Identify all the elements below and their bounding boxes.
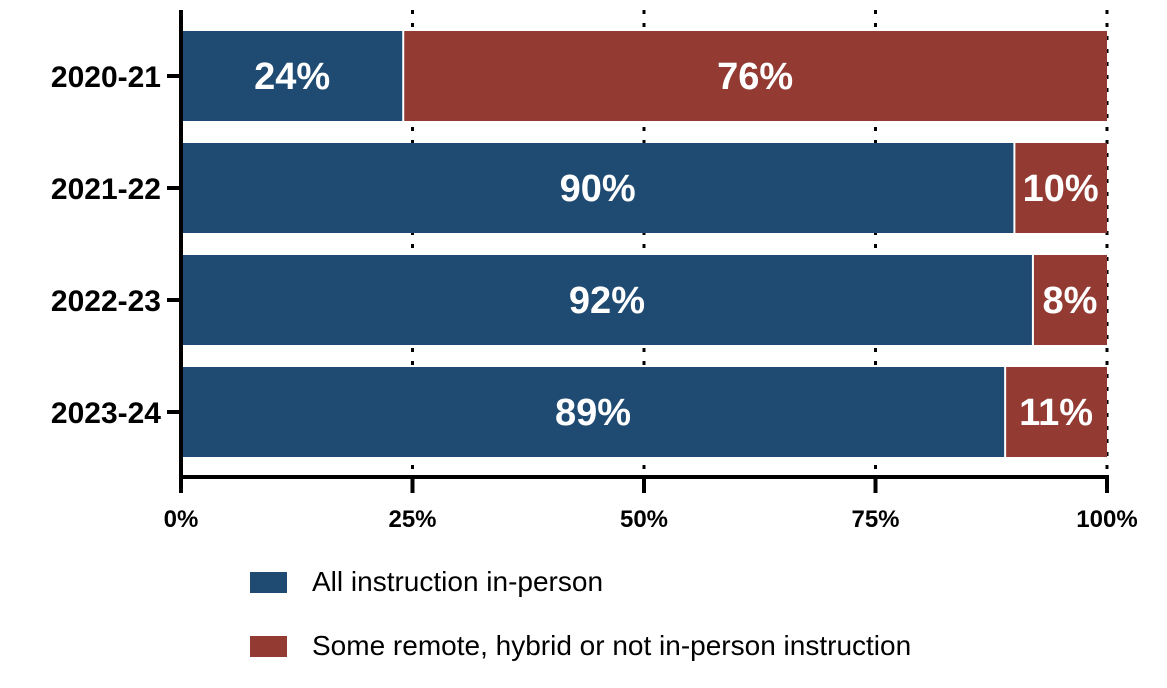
legend-label-remote: Some remote, hybrid or not in-person ins… xyxy=(312,630,912,661)
data-labels: 24% 76% 90% 10% 92% 8% 89% 11% xyxy=(254,56,1099,434)
legend: All instruction in-person Some remote, h… xyxy=(250,560,911,688)
data-label-2022-23-series-0: 92% xyxy=(569,280,645,322)
legend-item-remote: Some remote, hybrid or not in-person ins… xyxy=(250,624,911,668)
stacked-bar-chart: 2020-21 2021-22 2022-23 2023-24 0% 25% 50% 75% 1… xyxy=(51,10,1138,533)
x-tick-label-0: 0% xyxy=(164,506,199,533)
bar-2023-24-series-0 xyxy=(181,367,1006,457)
x-tick-label-50: 50% xyxy=(620,506,668,533)
chart-figure: 2020-21 2021-22 2022-23 2023-24 0% 25% 50% 75% 1… xyxy=(51,10,1138,661)
bar-2020-21-series-1 xyxy=(403,31,1107,121)
bar-2021-22-series-1 xyxy=(1014,143,1107,233)
data-label-2021-22-series-1: 10% xyxy=(1023,168,1099,210)
x-tick-label-100: 100% xyxy=(1076,506,1137,533)
data-label-2021-22-series-0: 90% xyxy=(560,168,636,210)
legend-item-in-person: All instruction in-person xyxy=(250,560,911,604)
x-tick-label-75: 75% xyxy=(851,506,899,533)
bar-2020-21-series-0 xyxy=(181,31,404,121)
data-label-2023-24-series-0: 89% xyxy=(555,392,631,434)
legend-label-in-person: All instruction in-person xyxy=(312,566,604,597)
data-label-2020-21-series-0: 24% xyxy=(254,56,330,98)
y-tick-label-2023-24: 2023-24 xyxy=(51,397,161,430)
bar-2022-23-series-1 xyxy=(1032,255,1107,345)
axes: 2020-21 2021-22 2022-23 2023-24 0% 25% 50% 75% 1… xyxy=(51,10,1138,533)
y-tick-label-2021-22: 2021-22 xyxy=(51,173,161,206)
data-label-2023-24-series-1: 11% xyxy=(1019,392,1093,434)
data-label-2020-21-series-1: 76% xyxy=(717,56,793,98)
bar-2023-24-series-1 xyxy=(1005,367,1107,457)
legend-swatch-in-person xyxy=(250,571,287,593)
legend-swatch-remote xyxy=(250,635,287,657)
x-tick-label-25: 25% xyxy=(388,506,436,533)
y-tick-label-2022-23: 2022-23 xyxy=(51,285,161,318)
bars xyxy=(181,31,1107,457)
bar-2021-22-series-0 xyxy=(181,143,1015,233)
bar-2022-23-series-0 xyxy=(181,255,1033,345)
y-tick-label-2020-21: 2020-21 xyxy=(51,61,161,94)
data-label-2022-23-series-1: 8% xyxy=(1042,280,1097,322)
